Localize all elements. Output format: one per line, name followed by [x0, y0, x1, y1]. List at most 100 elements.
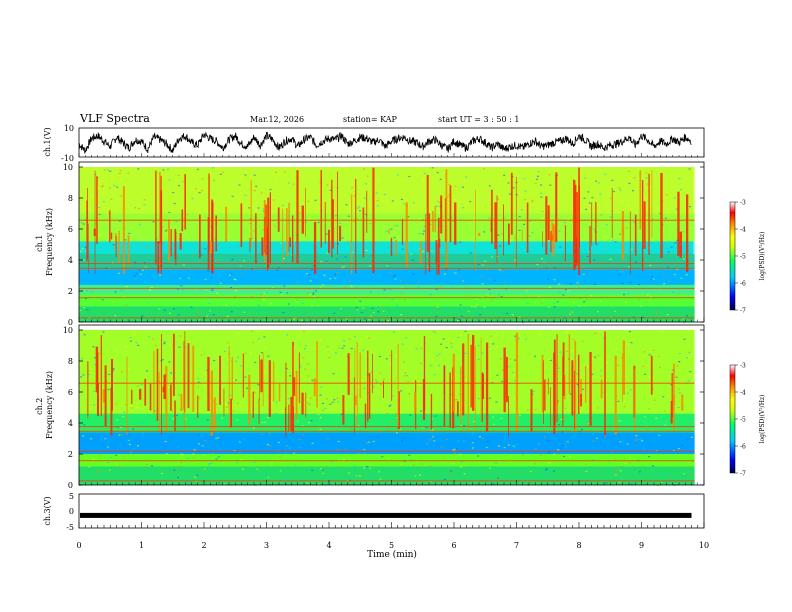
- spectrogram-speckle: [107, 169, 110, 171]
- spectrogram-speckle: [396, 305, 399, 307]
- spectrogram-speckle: [325, 466, 328, 468]
- spectrogram-speckle: [536, 264, 539, 266]
- spectrogram-speckle: [670, 477, 673, 479]
- spectrogram-speckle: [261, 422, 264, 424]
- spectrogram-speckle: [559, 246, 562, 248]
- spectrogram-speckle: [270, 399, 273, 402]
- spectrogram-impulse: [268, 360, 271, 417]
- spectrogram-speckle: [117, 414, 119, 416]
- spectrogram-speckle: [119, 195, 122, 197]
- ch1-colorbar-label: log(PSD)(V²/Hz): [759, 232, 766, 281]
- spectrogram-speckle: [548, 174, 551, 176]
- spectrogram-speckle: [133, 333, 136, 336]
- spectrogram-speckle: [377, 436, 380, 438]
- spectrogram-impulse: [452, 353, 455, 412]
- spectrogram-speckle: [277, 441, 280, 444]
- spectrogram-impulse: [156, 348, 159, 421]
- ch2-ylabel-frequency: Frequency (kHz): [45, 371, 54, 439]
- spectrogram-speckle: [646, 217, 649, 219]
- spectrogram-speckle: [632, 316, 635, 318]
- spectrogram-speckle: [613, 472, 616, 474]
- spectrogram-speckle: [507, 182, 510, 184]
- spectrogram-speckle: [396, 174, 399, 176]
- spectrogram-speckle: [187, 277, 190, 279]
- spectrogram-speckle: [684, 475, 687, 477]
- spectrogram-speckle: [255, 185, 258, 187]
- spectrogram-speckle: [488, 217, 491, 219]
- spectrogram-speckle: [564, 416, 567, 418]
- spectrogram-speckle: [599, 300, 602, 302]
- spectrogram-speckle: [500, 417, 503, 419]
- spectrogram-speckle: [235, 394, 238, 397]
- spectrogram-speckle: [523, 223, 526, 225]
- spectrogram-speckle: [458, 393, 461, 395]
- spectrogram-speckle: [442, 338, 445, 340]
- spectrogram-speckle: [222, 171, 225, 173]
- spectrogram-speckle: [401, 440, 403, 442]
- spectrogram-speckle: [567, 290, 570, 292]
- spectrogram-impulse: [267, 197, 270, 269]
- spectrogram-impulse: [614, 355, 617, 435]
- spectrogram-impulse: [162, 386, 164, 393]
- spectrogram-speckle: [557, 449, 560, 451]
- spectrogram-speckle: [682, 318, 685, 320]
- spectrogram-impulse: [508, 223, 510, 245]
- spectrogram-speckle: [651, 276, 653, 278]
- ch2-spectrogram-ytick-label: 6: [68, 388, 73, 397]
- spectrogram-speckle: [293, 452, 296, 454]
- spectrogram-impulse: [585, 366, 587, 403]
- spectrogram-speckle: [587, 191, 590, 193]
- ch2-spectrogram-ytick-label: 10: [63, 326, 73, 335]
- spectrogram-speckle: [288, 415, 291, 418]
- spectrogram-speckle: [306, 273, 309, 275]
- spectrogram-speckle: [217, 482, 220, 484]
- spectrogram-speckle: [445, 347, 448, 349]
- spectrogram-speckle: [425, 423, 428, 425]
- spectrogram-speckle: [406, 375, 408, 377]
- spectrogram-speckle: [315, 415, 318, 418]
- spectrogram-speckle: [262, 254, 265, 256]
- spectrogram-speckle: [216, 292, 219, 294]
- spectrogram-speckle: [436, 479, 439, 481]
- spectrogram-speckle: [82, 374, 85, 376]
- spectrogram-speckle: [400, 390, 403, 392]
- spectrogram-speckle: [281, 409, 284, 412]
- spectrogram-speckle: [135, 277, 138, 279]
- spectrogram-speckle: [488, 278, 491, 280]
- spectrogram-speckle: [600, 375, 603, 377]
- spectrogram-speckle: [393, 225, 396, 227]
- spectrogram-speckle: [94, 364, 97, 366]
- spectrogram-impulse: [550, 230, 552, 253]
- spectrogram-speckle: [121, 415, 124, 418]
- spectrogram-impulse: [356, 341, 358, 427]
- spectrogram-speckle: [253, 392, 256, 394]
- spectrogram-speckle: [145, 463, 148, 465]
- spectrogram-impulse: [174, 229, 177, 259]
- spectrogram-speckle: [300, 374, 303, 377]
- spectrogram-speckle: [585, 470, 588, 472]
- spectrogram-speckle: [276, 269, 279, 271]
- spectrogram-speckle: [664, 424, 667, 426]
- spectrogram-speckle: [270, 463, 273, 465]
- spectrogram-speckle: [194, 188, 197, 190]
- spectrogram-speckle: [688, 351, 691, 354]
- spectrogram-speckle: [383, 193, 386, 196]
- spectrogram-speckle: [149, 192, 152, 194]
- spectrogram-impulse: [642, 180, 644, 271]
- spectrogram-speckle: [192, 172, 195, 174]
- spectrogram-speckle: [149, 289, 152, 291]
- spectrogram-speckle: [551, 277, 554, 280]
- spectrogram-impulse: [192, 345, 195, 412]
- spectrogram-speckle: [583, 305, 586, 307]
- spectrogram-speckle: [251, 390, 253, 392]
- spectrogram-speckle: [101, 337, 104, 339]
- spectrogram-speckle: [458, 269, 460, 271]
- spectrogram-speckle: [130, 227, 133, 229]
- spectrogram-speckle: [431, 167, 434, 169]
- spectrogram-speckle: [207, 302, 210, 305]
- spectrogram-speckle: [137, 344, 140, 346]
- spectrogram-speckle: [85, 290, 88, 292]
- spectrogram-speckle: [652, 278, 655, 280]
- spectrogram-speckle: [477, 398, 480, 400]
- spectrogram-speckle: [267, 476, 270, 478]
